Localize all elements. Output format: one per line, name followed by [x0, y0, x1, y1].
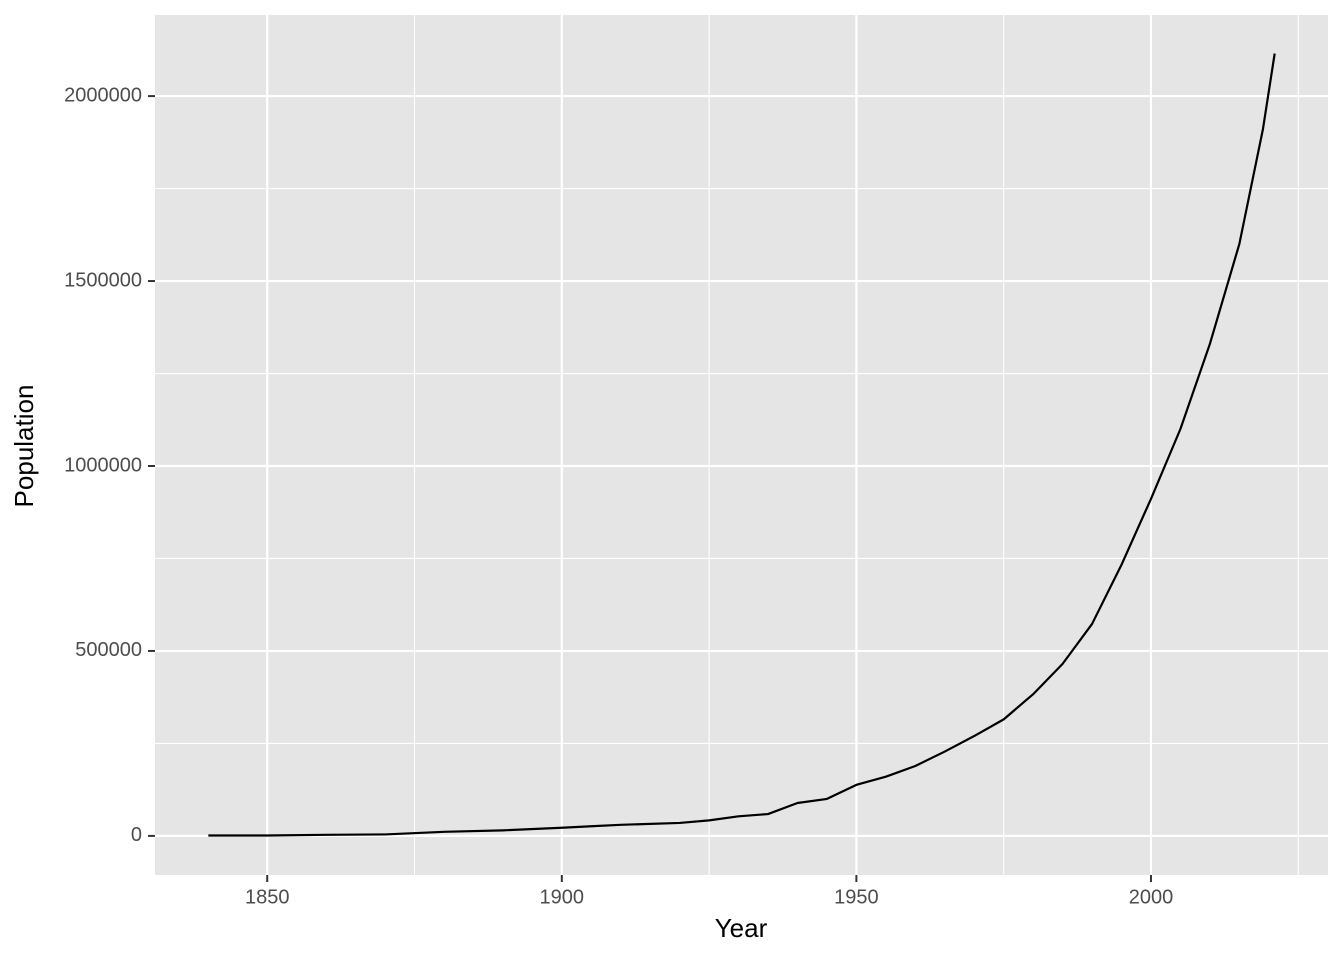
x-tick-label: 1900 — [540, 886, 585, 908]
y-tick-label: 500000 — [75, 639, 142, 661]
y-tick-label: 0 — [131, 824, 142, 846]
y-tick-label: 1000000 — [64, 454, 142, 476]
plot-background — [155, 15, 1328, 875]
y-tick-label: 2000000 — [64, 84, 142, 106]
data-line — [208, 53, 1276, 837]
x-tick-label: 1850 — [245, 886, 290, 908]
y-axis-title: Population — [9, 385, 39, 508]
x-axis-title: Year — [715, 913, 768, 943]
x-tick-label: 2000 — [1129, 886, 1174, 908]
y-tick-label: 1500000 — [64, 269, 142, 291]
x-tick-label: 1950 — [834, 886, 879, 908]
